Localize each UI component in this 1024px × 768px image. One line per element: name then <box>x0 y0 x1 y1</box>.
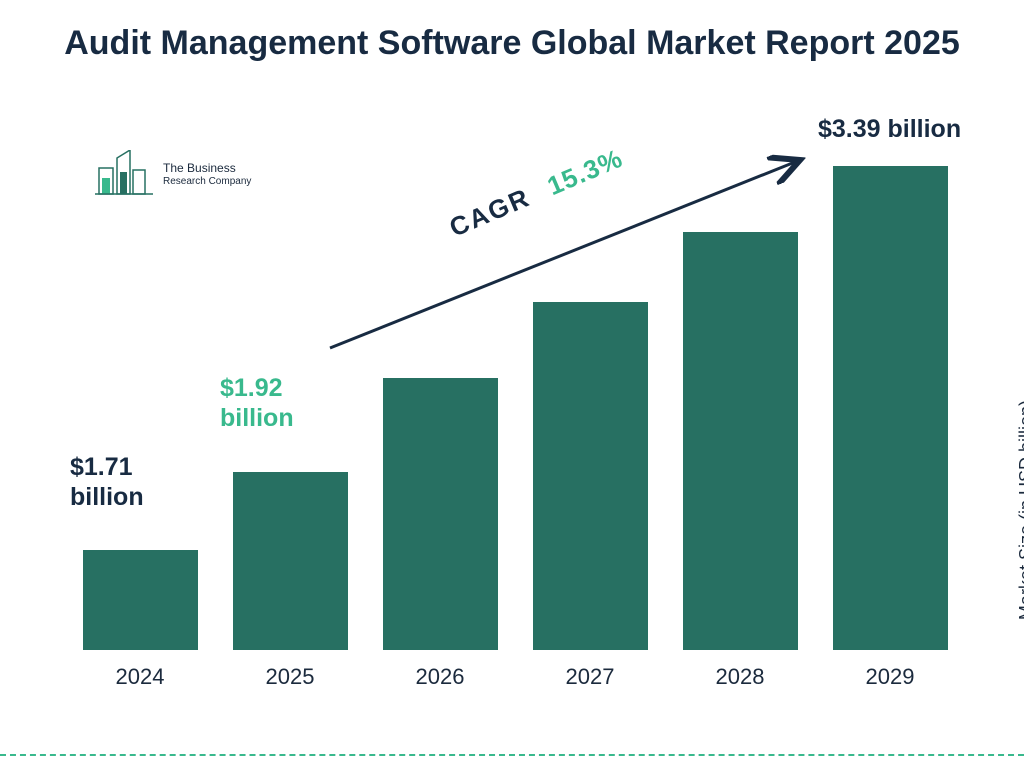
chart-title: Audit Management Software Global Market … <box>0 22 1024 65</box>
xlabel-2025: 2025 <box>225 664 355 690</box>
y-axis-label: Market Size (in USD billion) <box>1016 400 1024 620</box>
xlabel-2026: 2026 <box>375 664 505 690</box>
x-axis-labels: 2024 2025 2026 2027 2028 2029 <box>75 664 955 690</box>
chart-container: Audit Management Software Global Market … <box>0 0 1024 768</box>
bar-rect-2026 <box>383 378 498 650</box>
xlabel-2027: 2027 <box>525 664 655 690</box>
bar-rect-2029 <box>833 166 948 650</box>
value-label-2024: $1.71 billion <box>70 452 190 512</box>
xlabel-2029: 2029 <box>825 664 955 690</box>
bar-2024 <box>75 550 205 650</box>
bar-2026 <box>375 378 505 650</box>
value-label-2029: $3.39 billion <box>818 114 978 144</box>
footer-divider <box>0 754 1024 756</box>
bar-rect-2024 <box>83 550 198 650</box>
xlabel-2028: 2028 <box>675 664 805 690</box>
bar-2029 <box>825 166 955 650</box>
bar-2025 <box>225 472 355 650</box>
value-label-2025: $1.92 billion <box>220 373 340 433</box>
xlabel-2024: 2024 <box>75 664 205 690</box>
bar-rect-2025 <box>233 472 348 650</box>
